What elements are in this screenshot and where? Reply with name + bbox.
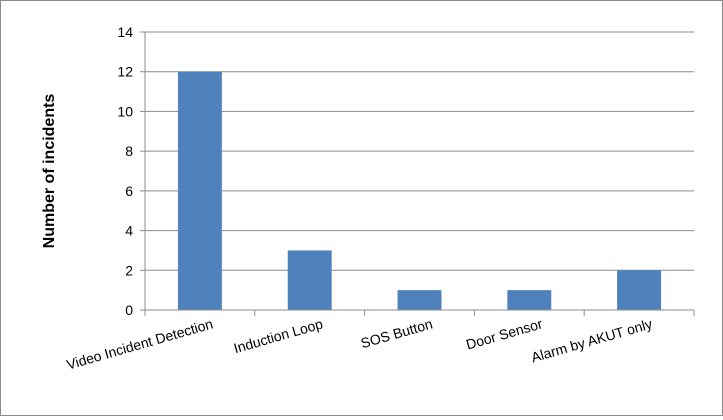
bar: [287, 250, 332, 310]
bar: [397, 290, 442, 310]
grid-layer: [145, 31, 694, 271]
y-tick-label: 10: [117, 103, 133, 119]
x-category-label: Video Incident Detection: [65, 316, 215, 373]
y-tick-label: 2: [125, 262, 133, 278]
bar: [177, 71, 222, 310]
x-category-label: Induction Loop: [232, 315, 325, 356]
y-tick-label: 0: [125, 302, 133, 318]
y-tick-label: 14: [117, 24, 133, 40]
x-category-label: SOS Button: [359, 316, 434, 352]
y-tick-labels: 0 2 4 6 8 10 12 14: [117, 24, 133, 318]
x-category-label: Alarm by AKUT only: [529, 316, 654, 366]
x-category-label: Door Sensor: [464, 315, 544, 352]
y-tick-label: 6: [125, 183, 133, 199]
bar: [507, 290, 552, 310]
x-category-labels: Video Incident Detection Induction Loop SO…: [65, 315, 654, 372]
y-tick-label: 8: [125, 143, 133, 159]
axis-layer: [140, 31, 695, 316]
y-tick-label: 12: [117, 64, 133, 80]
y-axis-label: Number of incidents: [41, 94, 58, 249]
y-tick-label: 4: [125, 223, 133, 239]
bars-layer: [177, 71, 662, 310]
bar: [617, 270, 662, 310]
